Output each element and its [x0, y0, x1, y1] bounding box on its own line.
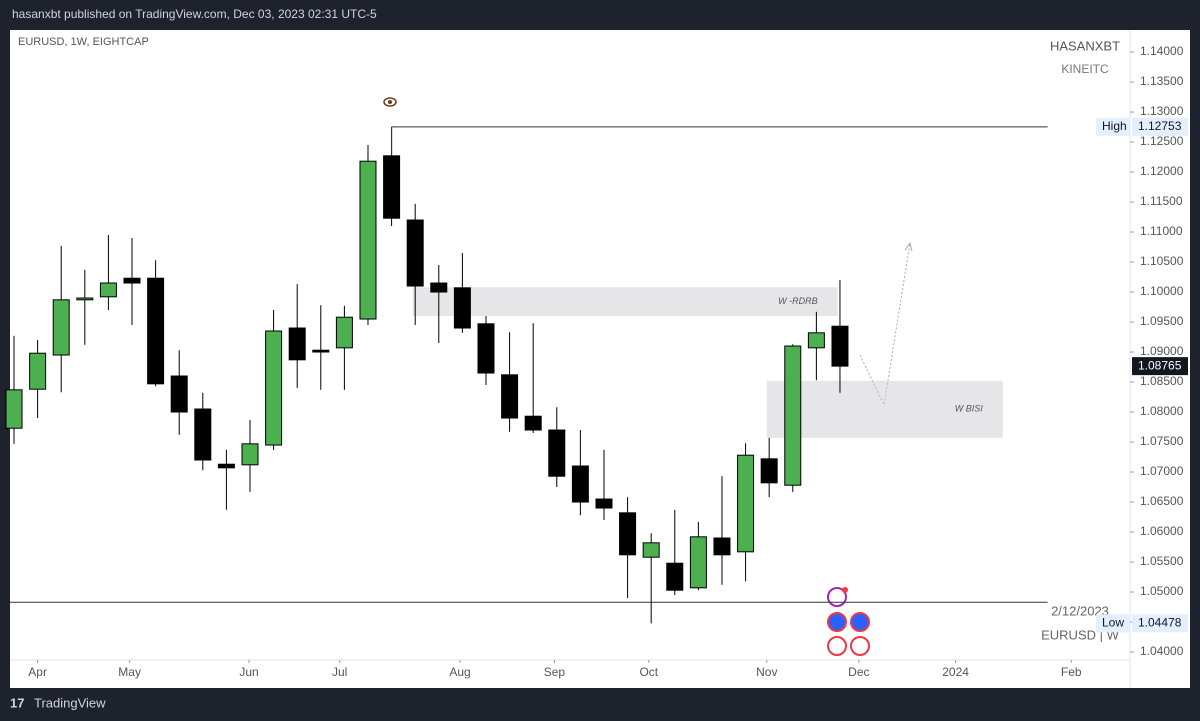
y-tick-label: 1.07000: [1140, 464, 1184, 478]
zone-label: W BISI: [955, 404, 984, 414]
price-label: 1.08765: [1138, 358, 1182, 372]
y-tick-label: 1.10500: [1140, 254, 1184, 268]
price-label-bg: [1132, 357, 1188, 376]
candle-body: [760, 458, 778, 484]
y-tick-label: 1.11500: [1140, 194, 1183, 208]
watermark: HASANXBT: [1050, 38, 1120, 53]
candle-body: [217, 463, 235, 469]
y-tick-label: 1.08000: [1140, 404, 1184, 418]
zone-label: W -RDRB: [778, 296, 818, 306]
y-tick-label: 1.06000: [1140, 524, 1184, 538]
candle-body: [807, 332, 825, 349]
x-tick-label: Feb: [1061, 665, 1082, 679]
candle-body: [359, 160, 377, 320]
price-label: 1.04478: [1138, 616, 1182, 630]
x-tick-label: May: [118, 665, 141, 679]
candle-body: [831, 325, 849, 367]
candle-body: [619, 512, 637, 556]
x-tick-label: Dec: [848, 665, 869, 679]
candle-body: [265, 330, 283, 446]
y-tick-label: 1.13000: [1140, 104, 1184, 118]
candle-body: [524, 415, 542, 431]
y-tick-label: 1.07500: [1140, 434, 1184, 448]
candle-body: [571, 465, 589, 503]
y-tick-label: 1.05500: [1140, 554, 1184, 568]
candle-body: [5, 389, 23, 429]
price-label: 1.12753: [1138, 119, 1182, 133]
candle-body: [335, 316, 353, 349]
candle-body: [642, 542, 660, 558]
candle-body: [666, 562, 684, 591]
y-tick-label: 1.09000: [1140, 344, 1184, 358]
candle-body: [406, 219, 424, 287]
x-tick-label: Jul: [332, 665, 347, 679]
projection-arrow: [859, 242, 911, 407]
candle-body: [288, 327, 306, 361]
y-tick-label: 1.05000: [1140, 584, 1184, 598]
arrow-head: [904, 241, 913, 252]
candle-body: [76, 297, 94, 301]
y-tick-label: 1.06500: [1140, 494, 1184, 508]
candle-body: [383, 155, 401, 219]
price-label-name: Low: [1102, 616, 1124, 630]
candle-body: [713, 537, 731, 556]
x-tick-label: Apr: [28, 665, 47, 679]
x-tick-label: Aug: [449, 665, 470, 679]
candle-body: [430, 282, 448, 293]
candle-body: [501, 374, 519, 419]
brand-logo: 17: [10, 695, 24, 710]
y-tick-label: 1.04000: [1140, 644, 1184, 658]
candle-body: [147, 277, 165, 385]
y-tick-label: 1.14000: [1140, 44, 1184, 58]
x-tick-label: 2024: [942, 665, 969, 679]
chart-area: [10, 30, 1190, 688]
candle-body: [52, 299, 70, 356]
candle-body: [595, 498, 613, 509]
price-label-name-bg: [1096, 614, 1130, 633]
y-tick-label: 1.09500: [1140, 314, 1184, 328]
x-tick-label: Oct: [639, 665, 658, 679]
zone: [766, 380, 1003, 438]
candle-body: [170, 375, 188, 413]
y-tick-label: 1.10000: [1140, 284, 1184, 298]
candle-body: [784, 345, 802, 486]
candle-body: [312, 349, 330, 353]
price-label-bg: [1132, 614, 1188, 633]
y-tick-label: 1.12000: [1140, 164, 1184, 178]
header-title: hasanxbt published on TradingView.com, D…: [12, 7, 377, 21]
y-tick-label: 1.11000: [1140, 224, 1183, 238]
eye-icon: [383, 97, 397, 107]
candle-body: [123, 277, 141, 284]
x-tick-label: Jun: [239, 665, 258, 679]
candle-body: [29, 352, 47, 390]
candle-body: [241, 443, 259, 466]
candle-body: [737, 454, 755, 553]
watermark: KINEITC: [1061, 62, 1109, 76]
price-label-bg: [1132, 117, 1188, 136]
x-tick-label: Sep: [544, 665, 566, 679]
corner-text: 2/12/2023: [1051, 603, 1109, 618]
candle-body: [689, 536, 707, 589]
event-icons: [827, 587, 870, 656]
candle-body: [477, 323, 495, 374]
candle-body: [453, 287, 471, 329]
candle-body: [548, 429, 566, 477]
y-tick-label: 1.13500: [1140, 74, 1184, 88]
zone: [412, 287, 838, 317]
y-tick-label: 1.12500: [1140, 134, 1184, 148]
price-label-name: High: [1102, 119, 1127, 133]
y-tick-label: 1.08500: [1140, 374, 1184, 388]
brand: TradingView: [34, 695, 106, 710]
chart-title: EURUSD, 1W, EIGHTCAP: [18, 36, 149, 48]
x-tick-label: Nov: [756, 665, 777, 679]
candle-body: [99, 282, 117, 298]
price-label-name-bg: [1096, 117, 1130, 136]
candle-body: [194, 408, 212, 461]
